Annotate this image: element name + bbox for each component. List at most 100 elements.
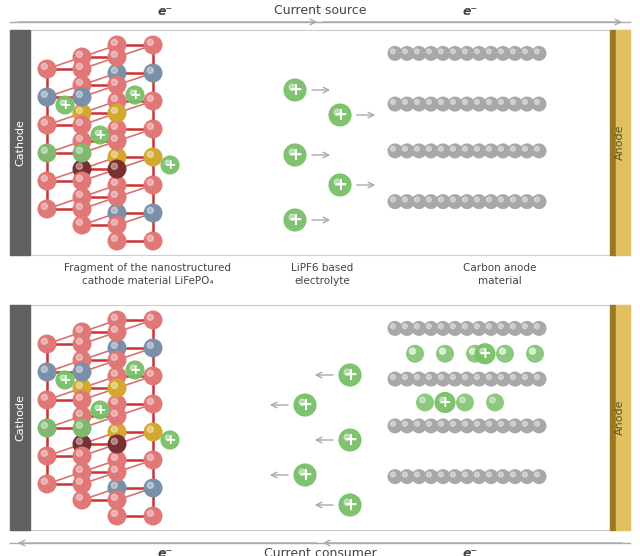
Circle shape [495,143,511,158]
Circle shape [474,100,479,105]
Text: Anode: Anode [615,125,625,160]
Circle shape [143,63,163,82]
Circle shape [436,345,454,363]
Circle shape [399,321,415,336]
Circle shape [511,146,515,151]
Circle shape [522,421,527,426]
Circle shape [147,426,154,433]
Circle shape [483,143,499,158]
Circle shape [522,49,527,54]
Text: +: + [164,158,176,172]
Text: +: + [94,403,106,417]
Circle shape [399,143,415,158]
Circle shape [108,395,127,414]
Circle shape [111,235,117,241]
Circle shape [508,469,522,484]
Circle shape [76,394,83,400]
Circle shape [522,100,527,105]
Circle shape [126,361,144,379]
Circle shape [534,146,540,151]
Circle shape [147,151,154,157]
Circle shape [390,472,396,477]
Circle shape [399,46,415,61]
Circle shape [500,349,506,354]
Text: +: + [479,346,492,361]
Circle shape [403,197,407,202]
Circle shape [76,135,83,141]
Circle shape [76,191,83,197]
Circle shape [56,96,74,114]
Circle shape [511,375,515,379]
Circle shape [38,200,56,219]
Circle shape [451,472,455,477]
Circle shape [435,46,451,61]
Circle shape [403,146,407,151]
Circle shape [111,207,117,214]
Text: e⁻: e⁻ [463,5,477,18]
Text: e⁻: e⁻ [463,547,477,556]
Circle shape [534,197,540,202]
Circle shape [490,397,495,403]
Circle shape [426,49,431,54]
Circle shape [72,379,92,398]
Circle shape [460,321,474,336]
Circle shape [111,191,117,197]
Circle shape [284,144,306,166]
Bar [10,305,30,530]
Circle shape [451,49,455,54]
Circle shape [76,91,83,97]
Circle shape [111,383,117,389]
Circle shape [531,469,547,484]
Circle shape [108,406,127,425]
Circle shape [147,342,154,349]
Circle shape [38,116,56,135]
Circle shape [534,375,540,379]
Circle shape [438,146,444,151]
Circle shape [147,454,154,460]
Circle shape [499,49,503,54]
Circle shape [435,469,451,484]
Circle shape [511,472,515,477]
Circle shape [284,209,306,231]
Circle shape [42,423,47,428]
Circle shape [474,472,479,477]
Circle shape [108,339,127,358]
Circle shape [534,421,540,426]
Circle shape [147,39,154,46]
Circle shape [472,371,486,386]
Circle shape [486,324,492,329]
Circle shape [508,46,522,61]
Circle shape [412,321,426,336]
Circle shape [508,194,522,209]
Circle shape [447,321,463,336]
Circle shape [108,490,127,509]
Circle shape [108,203,127,222]
Circle shape [111,107,117,113]
Circle shape [529,348,536,354]
Circle shape [531,419,547,433]
Circle shape [339,429,361,451]
Circle shape [344,369,350,375]
Circle shape [108,63,127,82]
Circle shape [108,47,127,67]
Circle shape [412,46,426,61]
Circle shape [463,472,467,477]
Circle shape [463,375,467,379]
Circle shape [108,350,127,370]
Circle shape [147,179,154,185]
Circle shape [91,401,109,419]
Circle shape [42,478,47,484]
Circle shape [38,143,56,162]
Circle shape [474,421,479,426]
Circle shape [339,364,361,386]
Circle shape [483,419,499,433]
Circle shape [472,419,486,433]
Text: +: + [333,106,347,124]
Circle shape [410,349,415,354]
Circle shape [447,419,463,433]
Circle shape [72,390,92,410]
Circle shape [339,494,361,516]
Circle shape [486,394,504,411]
Circle shape [147,235,154,241]
Circle shape [147,95,154,101]
